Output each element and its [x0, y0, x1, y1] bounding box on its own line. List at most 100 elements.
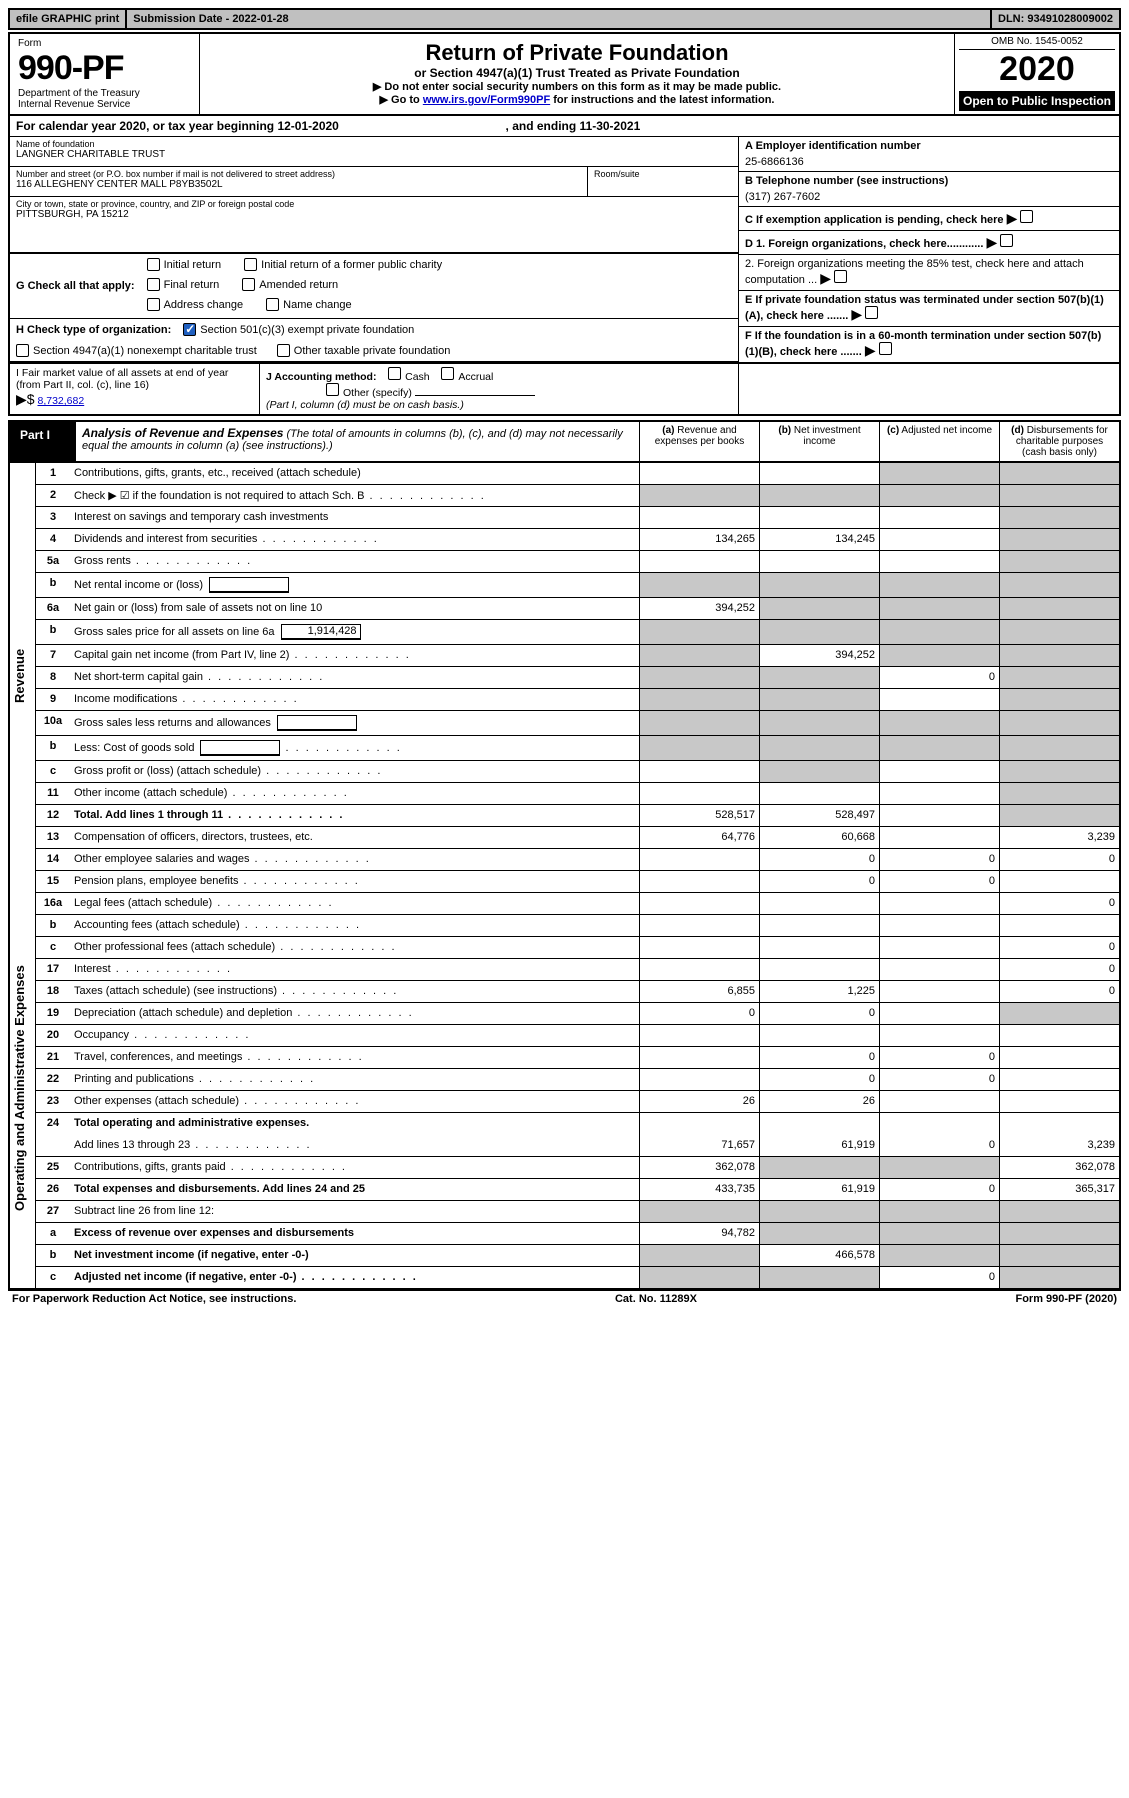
footer: For Paperwork Reduction Act Notice, see …	[8, 1291, 1121, 1307]
col-a-value: 0	[639, 1003, 759, 1024]
h-other-taxable[interactable]: Other taxable private foundation	[277, 344, 451, 357]
table-row: cGross profit or (loss) (attach schedule…	[36, 761, 1119, 783]
col-c-value	[879, 573, 999, 597]
col-b-value	[759, 915, 879, 936]
footer-right: Form 990-PF (2020)	[1015, 1293, 1117, 1305]
sidebar-opex: Operating and Administrative Expenses	[10, 888, 35, 1289]
g-final-return[interactable]: Final return	[147, 278, 220, 291]
col-b-value	[759, 573, 879, 597]
inline-value: 1,914,428	[281, 624, 361, 640]
efile-print-button[interactable]: efile GRAPHIC print	[10, 10, 127, 28]
table-row: Add lines 13 through 2371,65761,91903,23…	[36, 1135, 1119, 1157]
table-row: 18Taxes (attach schedule) (see instructi…	[36, 981, 1119, 1003]
accounting-method: J Accounting method: Cash Accrual Other …	[260, 364, 739, 414]
col-c-value	[879, 1025, 999, 1046]
col-a-value	[639, 1245, 759, 1266]
h-4947[interactable]: Section 4947(a)(1) nonexempt charitable …	[16, 344, 257, 357]
checkbox-icon	[16, 344, 29, 357]
part-1-header: Part I Analysis of Revenue and Expenses …	[8, 420, 1121, 463]
row-number: 4	[36, 529, 70, 550]
checkbox-icon[interactable]	[1020, 210, 1033, 223]
table-row: 9Income modifications	[36, 689, 1119, 711]
c-exemption-pending: C If exemption application is pending, c…	[739, 207, 1119, 231]
j-accrual[interactable]: Accrual	[441, 371, 493, 383]
table-row: 23Other expenses (attach schedule)2626	[36, 1091, 1119, 1113]
table-row: 20Occupancy	[36, 1025, 1119, 1047]
col-c-value	[879, 1201, 999, 1222]
table-row: 1Contributions, gifts, grants, etc., rec…	[36, 463, 1119, 485]
col-d-value: 3,239	[999, 827, 1119, 848]
col-b-value: 134,245	[759, 529, 879, 550]
g-address-change[interactable]: Address change	[147, 298, 244, 311]
row-number: 21	[36, 1047, 70, 1068]
g-initial-return[interactable]: Initial return	[147, 258, 221, 271]
col-b-value: 0	[759, 1003, 879, 1024]
row-number: 19	[36, 1003, 70, 1024]
g-name-change[interactable]: Name change	[266, 298, 352, 311]
tax-year-end: 11-30-2021	[580, 119, 641, 133]
col-a-value: 362,078	[639, 1157, 759, 1178]
col-b-value	[759, 551, 879, 572]
col-a-value	[639, 667, 759, 688]
j-cash[interactable]: Cash	[388, 371, 430, 383]
table-row: 13Compensation of officers, directors, t…	[36, 827, 1119, 849]
form-number: 990-PF	[18, 49, 191, 88]
col-d-value	[999, 620, 1119, 644]
fin-body: 1Contributions, gifts, grants, etc., rec…	[36, 463, 1119, 1289]
g-initial-former[interactable]: Initial return of a former public charit…	[244, 258, 442, 271]
address-left: Name of foundation LANGNER CHARITABLE TR…	[10, 137, 739, 362]
fmv-value[interactable]: 8,732,682	[37, 395, 84, 407]
irs-link[interactable]: www.irs.gov/Form990PF	[423, 94, 550, 106]
row-number: b	[36, 736, 70, 760]
row-description: Net gain or (loss) from sale of assets n…	[70, 598, 639, 619]
d2-foreign-85: 2. Foreign organizations meeting the 85%…	[739, 255, 1119, 291]
col-d-value: 0	[999, 937, 1119, 958]
col-d-value	[999, 736, 1119, 760]
arrow-icon: ▶	[986, 234, 997, 250]
table-row: 4Dividends and interest from securities 1…	[36, 529, 1119, 551]
h-check-row-2: Section 4947(a)(1) nonexempt charitable …	[10, 340, 738, 362]
col-b-value: 60,668	[759, 827, 879, 848]
col-c-value	[879, 1157, 999, 1178]
col-d-value	[999, 667, 1119, 688]
j-note: (Part I, column (d) must be on cash basi…	[266, 399, 464, 411]
col-c-value	[879, 1003, 999, 1024]
col-b-value	[759, 736, 879, 760]
sidebar: Revenue Operating and Administrative Exp…	[10, 463, 36, 1289]
row-number: 27	[36, 1201, 70, 1222]
col-a-header: (a) Revenue and expenses per books	[639, 422, 759, 461]
col-b-value	[759, 893, 879, 914]
col-d-value	[999, 598, 1119, 619]
row-description: Total. Add lines 1 through 11	[70, 805, 639, 826]
row-description: Dividends and interest from securities	[70, 529, 639, 550]
checkbox-icon[interactable]	[834, 270, 847, 283]
col-d-value	[999, 1245, 1119, 1266]
h-501c3[interactable]: Section 501(c)(3) exempt private foundat…	[183, 323, 414, 336]
col-d-value	[999, 1113, 1119, 1135]
row-description: Adjusted net income (if negative, enter …	[70, 1267, 639, 1288]
table-row: 7Capital gain net income (from Part IV, …	[36, 645, 1119, 667]
col-b-value	[759, 1157, 879, 1178]
col-c-value	[879, 761, 999, 782]
row-number: 16a	[36, 893, 70, 914]
checkbox-icon[interactable]	[879, 342, 892, 355]
col-a-value	[639, 507, 759, 528]
header-note-2: ▶ Go to www.irs.gov/Form990PF for instru…	[208, 93, 946, 106]
col-c-value	[879, 507, 999, 528]
row-number: b	[36, 620, 70, 644]
col-b-value: 61,919	[759, 1179, 879, 1200]
checkbox-icon[interactable]	[1000, 234, 1013, 247]
row-number: c	[36, 761, 70, 782]
col-d-value	[999, 783, 1119, 804]
checkbox-icon[interactable]	[865, 306, 878, 319]
g-amended-return[interactable]: Amended return	[242, 278, 338, 291]
col-b-value	[759, 761, 879, 782]
row-number: 11	[36, 783, 70, 804]
h-check-row: H Check type of organization: Section 50…	[10, 319, 738, 340]
row-number: a	[36, 1223, 70, 1244]
j-other[interactable]: Other (specify)	[326, 387, 412, 399]
ein-label: A Employer identification number	[745, 140, 1113, 152]
col-b-value: 61,919	[759, 1135, 879, 1156]
row-number: 25	[36, 1157, 70, 1178]
col-c-value: 0	[879, 1267, 999, 1288]
